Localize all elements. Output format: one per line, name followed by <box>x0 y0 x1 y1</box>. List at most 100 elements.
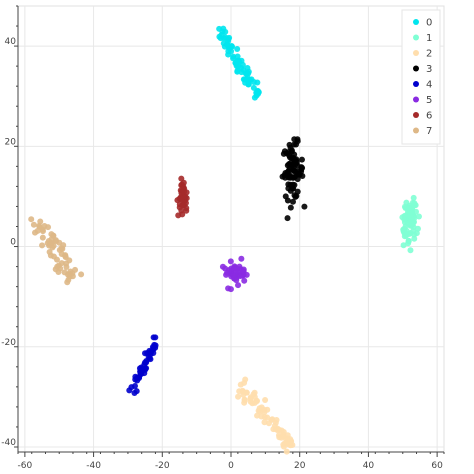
scatter-point-4 <box>133 388 140 395</box>
scatter-point-3 <box>286 141 293 148</box>
legend-marker-2 <box>413 50 419 56</box>
scatter-point-1 <box>410 227 417 234</box>
scatter-point-6 <box>180 179 187 186</box>
scatter-point-7 <box>66 271 73 278</box>
scatter-point-5 <box>237 273 244 280</box>
scatter-point-2 <box>261 419 268 426</box>
x-tick-label: -60 <box>18 461 33 471</box>
scatter-point-3 <box>289 198 296 205</box>
x-tick-label: 20 <box>294 461 306 471</box>
scatter-point-4 <box>147 356 154 363</box>
scatter-point-7 <box>39 228 46 235</box>
legend-label-2: 2 <box>426 49 432 60</box>
legend-label-4: 4 <box>426 80 432 91</box>
scatter-point-0 <box>245 81 252 88</box>
scatter-point-2 <box>237 381 244 388</box>
scatter-point-4 <box>142 350 149 357</box>
scatter-point-3 <box>298 156 305 163</box>
scatter-point-2 <box>235 393 242 400</box>
scatter-point-3 <box>291 136 298 143</box>
scatter-point-3 <box>294 176 301 183</box>
scatter-point-7 <box>58 245 65 252</box>
scatter-point-7 <box>50 242 57 249</box>
series-0 <box>216 25 262 101</box>
scatter-point-7 <box>32 229 39 236</box>
scatter-point-2 <box>241 397 248 404</box>
y-tick-label: 40 <box>5 37 17 47</box>
scatter-point-2 <box>254 397 261 404</box>
scatter-point-3 <box>299 172 306 179</box>
scatter-point-2 <box>264 414 271 421</box>
legend-marker-4 <box>413 81 419 87</box>
scatter-point-1 <box>401 203 408 210</box>
legend-label-5: 5 <box>426 95 432 106</box>
scatter-point-2 <box>242 376 249 383</box>
scatter-point-7 <box>53 256 60 263</box>
scatter-point-7 <box>39 242 46 249</box>
scatter-point-5 <box>219 263 226 270</box>
scatter-point-5 <box>225 267 232 274</box>
series-3 <box>279 136 308 222</box>
legend-label-3: 3 <box>426 64 432 75</box>
scatter-point-2 <box>250 391 257 398</box>
scatter-point-2 <box>280 443 287 450</box>
scatter-point-2 <box>270 426 277 433</box>
scatter-point-5 <box>240 268 247 275</box>
scatter-point-0 <box>234 53 241 60</box>
legend-label-6: 6 <box>426 111 432 122</box>
scatter-point-5 <box>241 277 248 284</box>
legend-label-1: 1 <box>426 33 432 44</box>
scatter-point-7 <box>57 265 64 272</box>
scatter-point-7 <box>50 232 57 239</box>
x-tick-label: 60 <box>431 461 443 471</box>
scatter-point-3 <box>285 161 292 168</box>
scatter-point-5 <box>235 282 242 289</box>
scatter-point-5 <box>236 263 243 270</box>
scatter-point-3 <box>283 150 290 157</box>
scatter-point-7 <box>58 260 65 267</box>
scatter-point-0 <box>225 51 232 58</box>
series-4 <box>126 334 159 396</box>
scatter-point-7 <box>52 266 59 273</box>
scatter-point-7 <box>30 221 37 228</box>
y-tick-label: 0 <box>10 238 16 248</box>
scatter-point-7 <box>39 234 46 241</box>
y-tick-label: -40 <box>1 438 16 448</box>
scatter-point-3 <box>290 174 297 181</box>
scatter-point-4 <box>128 384 135 391</box>
scatter-point-2 <box>287 438 294 445</box>
legend-marker-0 <box>413 19 419 25</box>
x-axis-ticks: -60 -40 -20 0 20 40 60 <box>17 452 445 471</box>
scatter-point-7 <box>72 266 79 273</box>
scatter-point-0 <box>226 34 233 41</box>
series-7 <box>28 216 85 286</box>
series-2 <box>235 376 296 455</box>
scatter-point-0 <box>254 79 261 86</box>
scatter-point-2 <box>273 417 280 424</box>
scatter-point-0 <box>230 55 237 62</box>
scatter-point-1 <box>400 242 407 249</box>
scatter-point-6 <box>178 189 185 196</box>
scatter-point-5 <box>231 275 238 282</box>
scatter-point-1 <box>414 225 421 232</box>
scatter-point-4 <box>141 359 148 366</box>
y-axis-ticks: -40 -20 0 20 40 <box>1 5 18 448</box>
scatter-point-3 <box>290 167 297 174</box>
scatter-point-0 <box>255 90 262 97</box>
scatter-point-6 <box>182 193 189 200</box>
x-tick-label: -20 <box>155 461 170 471</box>
scatter-point-4 <box>152 334 159 341</box>
data-points <box>28 25 422 455</box>
scatter-point-2 <box>258 413 265 420</box>
scatter-point-4 <box>136 365 143 372</box>
scatter-point-6 <box>175 212 182 219</box>
scatter-point-2 <box>262 397 269 404</box>
legend-box <box>401 9 441 145</box>
legend-marker-1 <box>413 34 419 41</box>
x-tick-label: 0 <box>228 461 234 471</box>
scatter-point-7 <box>36 222 43 229</box>
scatter-point-5 <box>238 255 245 262</box>
scatter-point-3 <box>287 154 294 161</box>
scatter-point-2 <box>283 448 290 455</box>
